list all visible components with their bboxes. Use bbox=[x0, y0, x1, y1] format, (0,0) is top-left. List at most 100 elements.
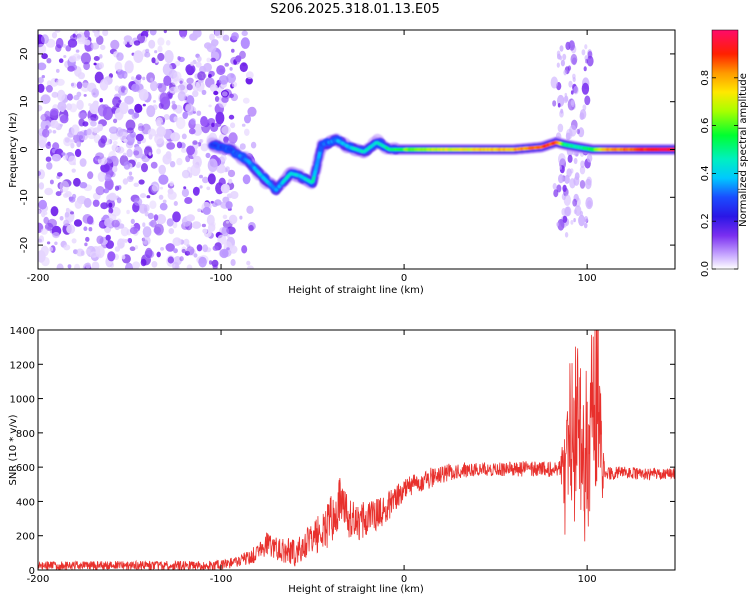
snr-background bbox=[38, 330, 675, 570]
noise-blob bbox=[50, 206, 59, 217]
noise-blob bbox=[241, 245, 248, 254]
noise-blob bbox=[191, 221, 202, 229]
noise-blob bbox=[67, 93, 73, 101]
noise-blob bbox=[40, 94, 51, 105]
noise-blob bbox=[110, 39, 120, 50]
spectrogram-y-tick-label: 20 bbox=[19, 48, 30, 61]
snr-y-tick-label: 0 bbox=[29, 566, 35, 577]
burst-blob bbox=[565, 132, 571, 141]
noise-blob bbox=[169, 181, 174, 187]
track-segment bbox=[346, 142, 354, 149]
noise-blob bbox=[94, 30, 100, 38]
noise-blob bbox=[186, 83, 193, 91]
noise-blob bbox=[173, 248, 178, 254]
snr-series-line bbox=[38, 330, 675, 570]
noise-blob bbox=[173, 85, 181, 93]
colorbar-tick-label: 0.8 bbox=[700, 70, 711, 86]
noise-blob bbox=[69, 196, 76, 203]
noise-blob bbox=[126, 148, 133, 158]
noise-blob bbox=[66, 224, 76, 234]
snr-x-tick-label: 100 bbox=[578, 574, 597, 585]
noise-blob bbox=[148, 39, 156, 49]
noise-blob bbox=[212, 245, 219, 251]
noise-blob bbox=[86, 215, 94, 225]
noise-blob bbox=[223, 136, 229, 144]
noise-blob bbox=[112, 166, 118, 173]
noise-blob bbox=[177, 91, 186, 102]
noise-blob bbox=[121, 254, 126, 260]
noise-blob bbox=[200, 116, 208, 127]
noise-blob bbox=[196, 110, 202, 116]
noise-blob bbox=[156, 251, 161, 258]
noise-blob bbox=[48, 246, 54, 252]
noise-blob bbox=[173, 116, 178, 122]
noise-blob bbox=[38, 209, 41, 214]
noise-blob bbox=[61, 152, 66, 156]
noise-blob bbox=[95, 152, 105, 160]
noise-blob bbox=[134, 103, 143, 113]
noise-blob bbox=[98, 221, 105, 228]
noise-blob bbox=[56, 263, 64, 269]
noise-blob bbox=[56, 78, 65, 86]
noise-blob bbox=[246, 205, 254, 214]
snr-frame bbox=[37, 329, 676, 571]
noise-blob bbox=[71, 238, 77, 244]
noise-blob bbox=[150, 77, 154, 82]
noise-blob bbox=[208, 260, 213, 265]
noise-blob bbox=[88, 227, 93, 232]
noise-blob bbox=[231, 48, 235, 53]
noise-blob bbox=[38, 182, 45, 190]
noise-blob bbox=[192, 140, 198, 145]
noise-blob bbox=[208, 73, 212, 78]
noise-blob bbox=[108, 192, 117, 201]
noise-blob bbox=[151, 184, 159, 192]
spectrogram-y-tick-label: -10 bbox=[19, 189, 30, 205]
noise-blob bbox=[97, 123, 104, 132]
noise-blob bbox=[179, 256, 184, 262]
noise-blob bbox=[120, 226, 129, 237]
noise-blob bbox=[181, 133, 187, 140]
noise-blob bbox=[144, 51, 151, 58]
noise-blob bbox=[76, 99, 84, 110]
burst-blob bbox=[570, 220, 574, 225]
noise-blob bbox=[126, 209, 130, 215]
noise-blob bbox=[90, 114, 99, 122]
noise-blob bbox=[122, 178, 129, 185]
noise-blob bbox=[214, 30, 225, 39]
noise-blob bbox=[137, 125, 145, 132]
spectrogram-y-tick-label: -20 bbox=[19, 237, 30, 253]
burst-blob bbox=[573, 85, 579, 95]
noise-blob bbox=[65, 103, 73, 111]
noise-blob bbox=[169, 161, 176, 168]
noise-blob bbox=[197, 71, 206, 81]
noise-blob bbox=[199, 185, 203, 189]
noise-blob bbox=[93, 62, 97, 66]
noise-blob bbox=[108, 207, 114, 214]
noise-blob bbox=[197, 208, 202, 212]
burst-blob bbox=[569, 124, 577, 137]
noise-blob bbox=[112, 141, 118, 145]
noise-blob bbox=[133, 40, 141, 46]
noise-blob bbox=[54, 30, 61, 33]
noise-blob bbox=[172, 261, 179, 269]
noise-blob bbox=[154, 50, 158, 54]
noise-blob bbox=[135, 74, 142, 81]
noise-blob bbox=[56, 89, 66, 102]
noise-blob bbox=[129, 40, 134, 46]
noise-blob bbox=[83, 61, 90, 71]
noise-blob bbox=[55, 44, 62, 52]
noise-blob bbox=[181, 248, 186, 254]
noise-blob bbox=[100, 135, 107, 144]
burst-blob bbox=[560, 59, 566, 67]
noise-blob bbox=[241, 30, 248, 37]
noise-blob bbox=[96, 235, 104, 245]
noise-blob bbox=[100, 217, 106, 222]
noise-blob bbox=[124, 95, 134, 105]
burst-blob bbox=[550, 76, 558, 89]
noise-blob bbox=[167, 188, 174, 195]
noise-blob bbox=[242, 97, 250, 104]
noise-blob bbox=[153, 226, 162, 234]
noise-blob bbox=[62, 44, 67, 48]
burst-blob bbox=[585, 58, 588, 64]
noise-blob bbox=[98, 62, 105, 69]
